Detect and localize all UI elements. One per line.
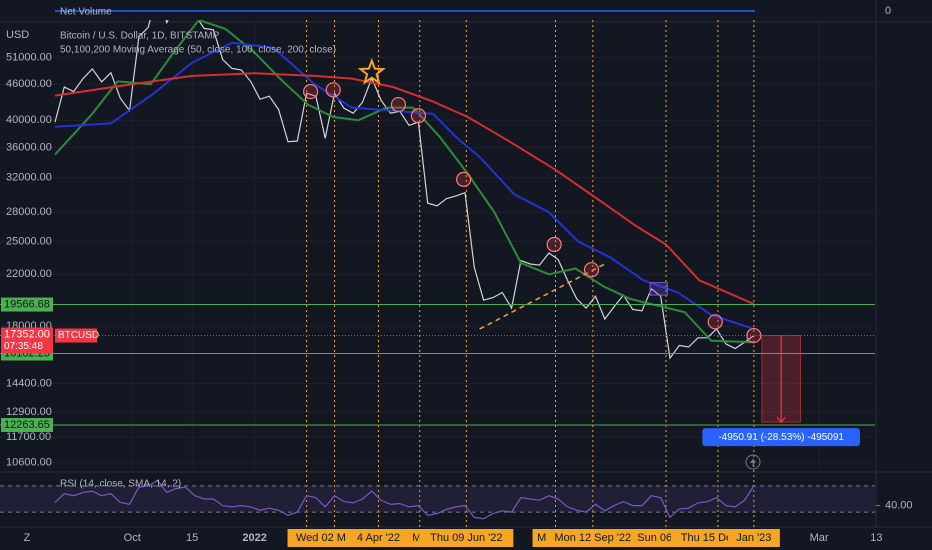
highlight-label: 4 Apr '22 <box>357 532 400 544</box>
chart-subtitle: 50,100,200 Moving Average (50, close, 10… <box>60 45 336 56</box>
rsi-tick-label: 40.00 <box>885 499 913 511</box>
overlay: 51000.00 46000.00 40000.00 36000.00 32000.00… <box>0 5 913 547</box>
marker <box>456 171 472 187</box>
rsi-label: RSI (14, close, SMA, 14, 2) <box>60 479 181 490</box>
last-price-bg <box>1 327 53 354</box>
marker <box>325 82 341 98</box>
marker <box>746 327 762 344</box>
x-tick-label: 15 <box>186 532 198 544</box>
series-line <box>54 20 755 360</box>
star <box>357 57 386 85</box>
x-tick-label: Mar <box>810 532 829 544</box>
x-tick-label: 2022 <box>242 532 266 544</box>
marker <box>583 262 600 278</box>
measure-label-bg <box>702 428 860 447</box>
highlight-label: Jan '23 <box>736 532 771 544</box>
y-tick-label: 22000.00 <box>6 268 52 280</box>
y-tick-label: 25000.00 <box>6 235 52 247</box>
y-tick-label: 28000.00 <box>6 206 52 218</box>
y-tick-label: 32000.00 <box>6 172 52 184</box>
measure-label: -4950.91 (-28.53%) -495091 <box>718 432 844 443</box>
y-tick-label: 51000.00 <box>6 51 52 63</box>
y-tick-label: 46000.00 <box>6 78 52 90</box>
level-label: 19566.68 <box>4 298 50 310</box>
box <box>649 282 668 296</box>
net-volume-tick: 0 <box>885 5 891 17</box>
chart-title: Bitcoin / U.S. Dollar, 1D, BITSTAMP <box>60 31 220 42</box>
marker <box>302 83 319 100</box>
last-price-label: 17352.00 <box>4 328 50 340</box>
level-label-bg <box>1 297 53 312</box>
x-tick-label: 13 <box>870 532 882 544</box>
level-label: 12263.65 <box>4 419 50 431</box>
marker <box>410 108 427 124</box>
grid <box>0 20 877 527</box>
y-tick-label: 40000.00 <box>6 114 52 126</box>
y-tick-label: 11700.00 <box>6 431 51 443</box>
logo[interactable]: Z <box>24 532 31 544</box>
symbol-label: BTCUSD <box>58 330 99 341</box>
x-tick-label: Oct <box>124 532 141 544</box>
rsi-line <box>54 479 755 520</box>
symbol-bg <box>55 328 97 343</box>
y-tick-label: 12900.00 <box>6 406 52 418</box>
y-tick-label: 10600.00 <box>6 457 52 469</box>
series-line <box>54 20 754 344</box>
marker <box>546 236 562 253</box>
highlight-label: Thu 09 Jun '22 <box>430 532 502 544</box>
trendline <box>479 263 606 330</box>
y-tick-label: 14400.00 <box>6 378 52 390</box>
y-tick-label: 36000.00 <box>6 141 52 153</box>
countdown: 07:35:48 <box>4 341 43 352</box>
highlight-label-bg <box>419 529 514 547</box>
level-label-bg <box>1 418 53 433</box>
highlight-label-bg <box>727 529 780 547</box>
alert-icon[interactable] <box>745 454 761 470</box>
highlight-label-bg <box>346 529 411 547</box>
highlight-label-bg <box>545 529 640 547</box>
series-line <box>54 41 755 330</box>
rsi-band <box>0 485 875 513</box>
highlight-label: Mon 12 Sep '22 <box>554 532 631 544</box>
plot <box>0 20 875 426</box>
marker <box>707 314 723 330</box>
net-volume-label: Net Volume <box>60 7 112 18</box>
alert-icon-bolt <box>750 457 756 467</box>
marker <box>390 96 407 113</box>
series-line <box>54 72 755 306</box>
measure-arrow <box>776 335 786 424</box>
y-unit: USD <box>6 29 29 41</box>
